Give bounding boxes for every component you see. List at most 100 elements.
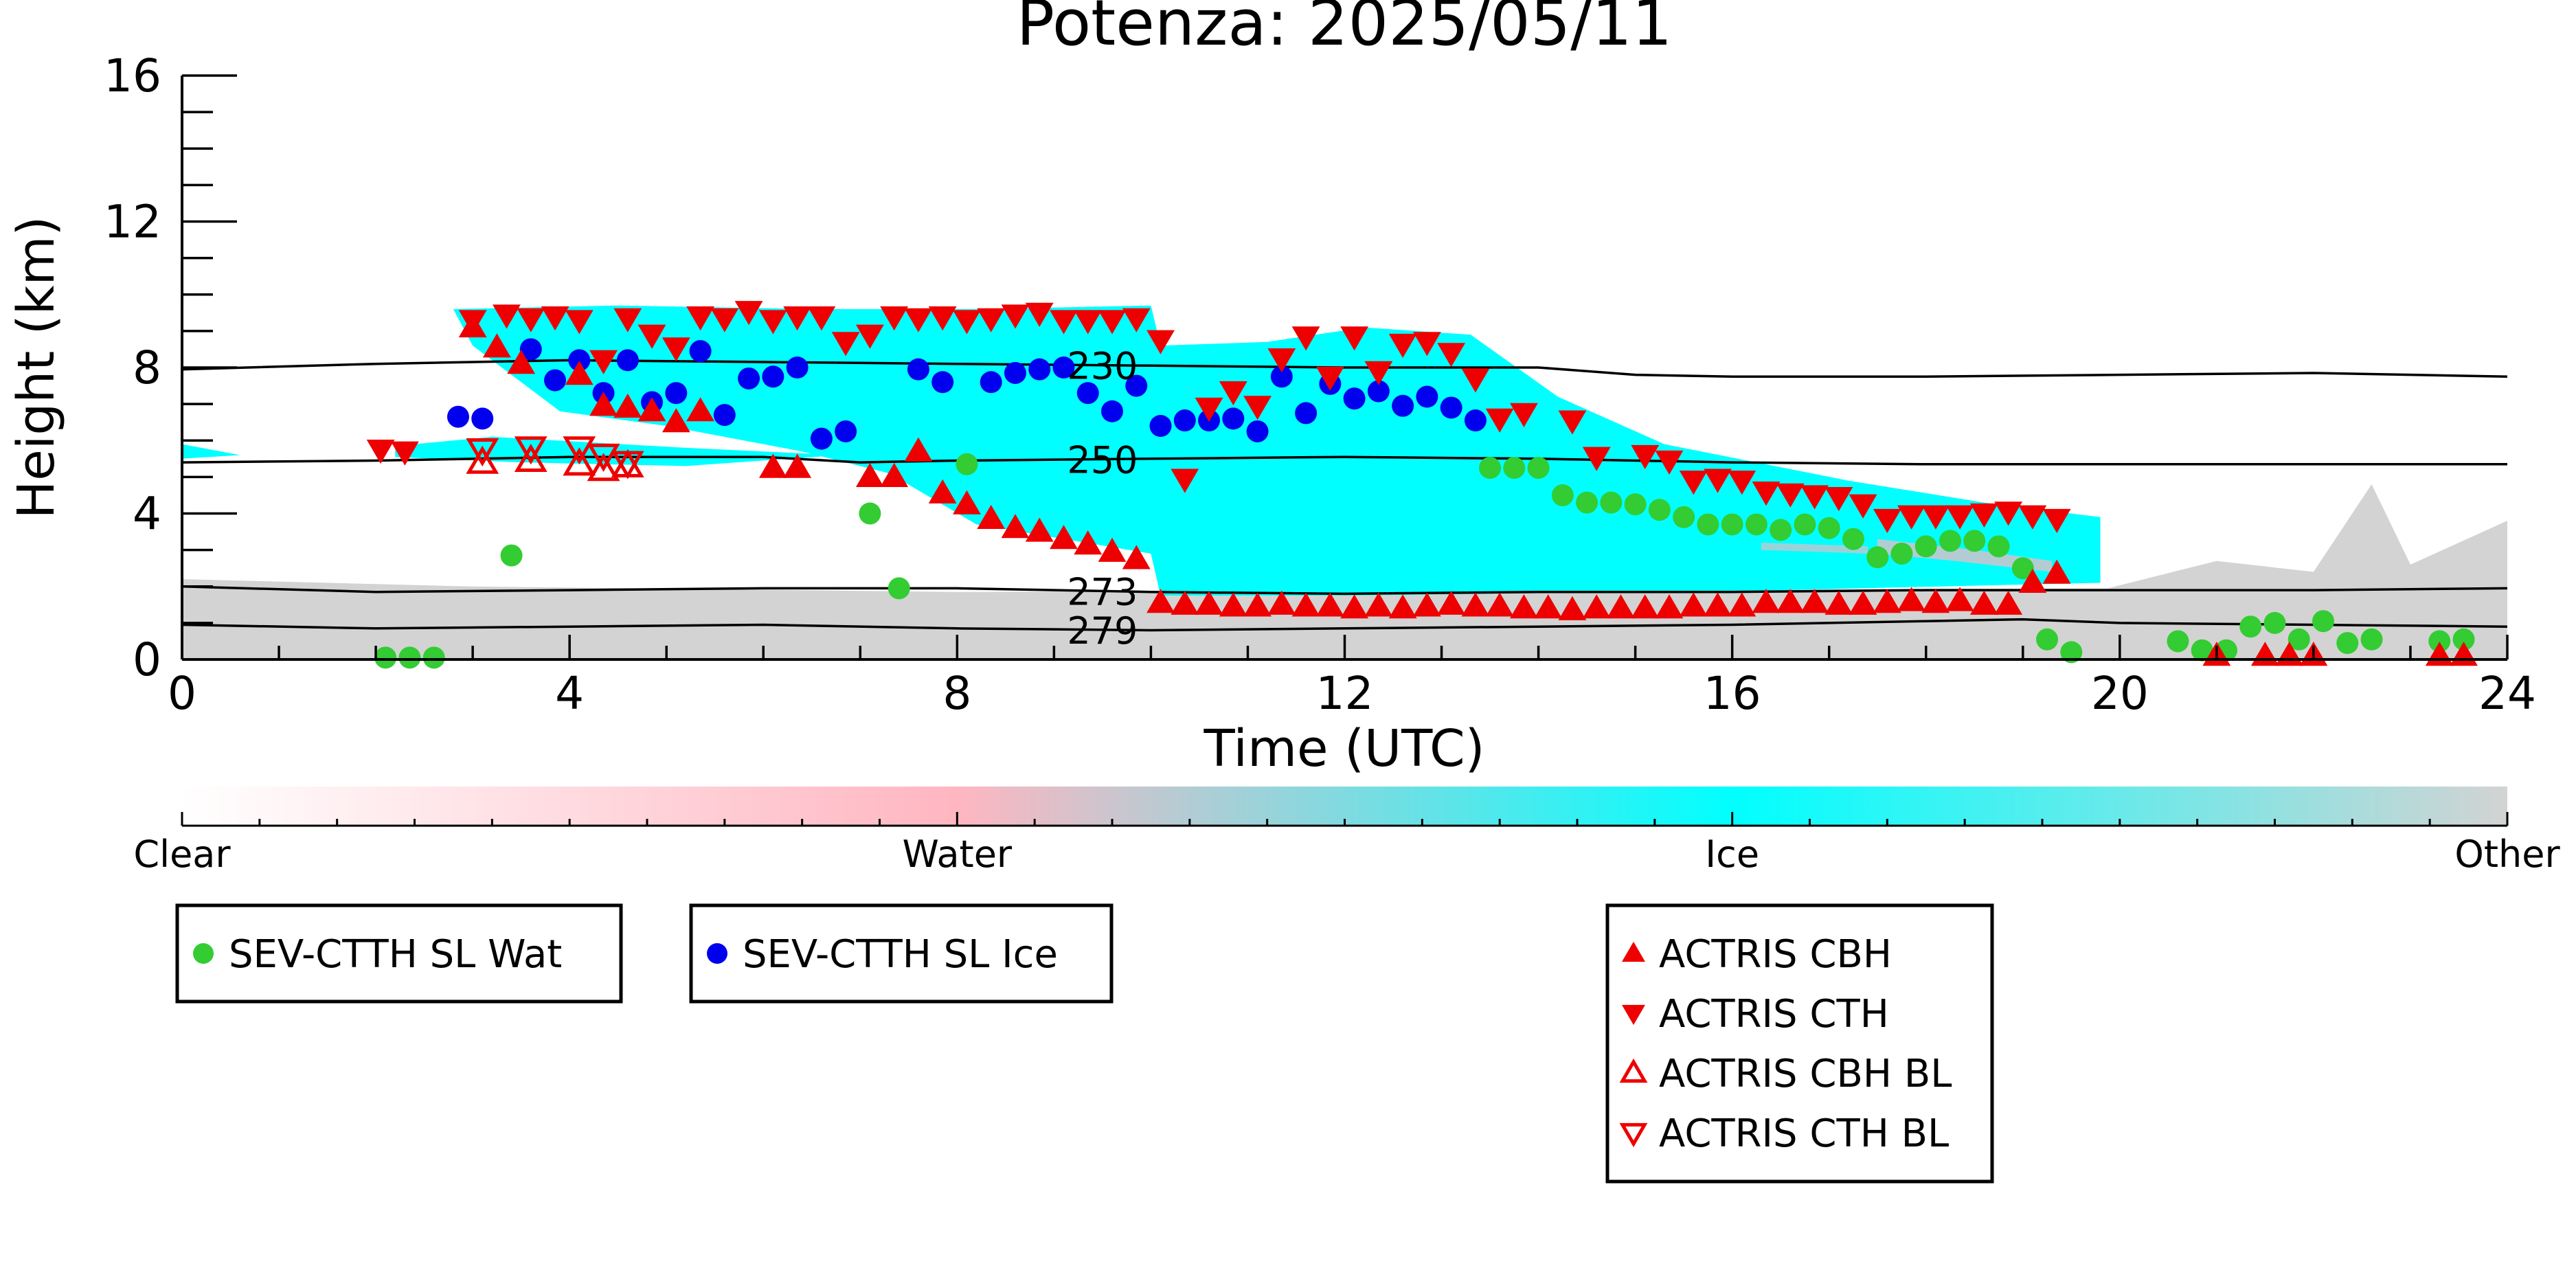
actris-cth-point <box>904 308 933 332</box>
sev-ctth-sl-ice-point <box>1149 415 1172 437</box>
sev-ctth-sl-wat-point <box>2011 557 2034 580</box>
actris-cbh-point <box>1994 590 2023 615</box>
actris-cbh-point <box>1969 590 1998 615</box>
actris-cbh-legend-marker <box>1622 941 1645 962</box>
actris-cth-point <box>1679 471 1708 495</box>
x-tick-label: 8 <box>942 667 971 720</box>
sev-ctth-sl-wat-point <box>1745 513 1767 536</box>
actris-cth-point <box>1776 483 1805 508</box>
actris-cbh-point <box>1388 594 1417 619</box>
sev-ctth-sl-ice-point <box>713 404 736 427</box>
actris-cth-point <box>783 306 812 331</box>
actris-cth-point <box>953 310 981 335</box>
x-tick-label: 16 <box>1704 667 1761 720</box>
sev-ctth-sl-wat-point <box>2428 630 2451 653</box>
sev-ctth-sl-ice-point <box>1052 357 1075 379</box>
actris-cth-point <box>1752 482 1781 506</box>
actris-cbh-point <box>1267 590 1296 615</box>
actris-cbh-bl-point <box>587 453 620 482</box>
sev-ctth-sl-wat-point <box>2287 628 2310 651</box>
actris-cbh-point <box>1582 594 1611 619</box>
actris-cth-point <box>1243 396 1272 420</box>
actris-cth-bl-legend-marker <box>1619 1122 1648 1148</box>
actris-cth-point <box>1388 333 1417 358</box>
colorbar-label: Water <box>903 833 1013 876</box>
sev-ctth-sl-wat-point <box>1673 506 1695 528</box>
actris-cth-bl-point <box>611 451 644 479</box>
sev-ctth-sl-wat-point <box>2336 632 2359 655</box>
sev-ctth-sl-wat-point <box>2452 628 2475 651</box>
sev-ctth-sl-wat-point <box>1987 535 2010 558</box>
actris-cth-point <box>1921 505 1950 530</box>
sev-ctth-sl-ice-point <box>1246 420 1269 442</box>
legend-entry-label: ACTRIS CBH BL <box>1659 1052 1952 1096</box>
actris-cth-point <box>565 310 594 335</box>
actris-cth-point <box>517 308 545 332</box>
actris-cbh-point <box>2018 568 2047 593</box>
actris-cbh-point <box>904 437 933 462</box>
sev-ctth-sl-wat-point <box>2191 639 2213 662</box>
actris-cbh-bl-legend-marker <box>1619 1058 1648 1083</box>
actris-cth-point <box>1631 444 1660 469</box>
actris-cth-point <box>1800 485 1829 510</box>
actris-cbh-point <box>686 397 714 422</box>
contour-label: 279 <box>1067 609 1138 653</box>
actris-cth-point <box>977 308 1006 332</box>
sev-ctth-sl-wat-point <box>1479 457 1502 479</box>
ice-region-edge <box>182 444 240 459</box>
actris-cbh-point <box>855 462 884 487</box>
actris-cbh-point <box>1098 537 1127 562</box>
actris-cth-point <box>1994 501 2023 526</box>
actris-cth-point <box>1340 326 1369 351</box>
actris-cth-point <box>493 304 521 329</box>
colorbar-label: Clear <box>133 833 231 876</box>
actris-cth-point <box>613 308 642 332</box>
actris-cth-point <box>1291 326 1320 351</box>
actris-cth-point <box>734 301 763 326</box>
x-tick-label: 0 <box>168 667 196 720</box>
colorbar-label: Other <box>2454 833 2560 876</box>
sev-ctth-sl-ice-point <box>980 371 1002 394</box>
sev-ctth-sl-wat-point <box>422 646 445 669</box>
sev-ctth-sl-wat-point <box>1794 513 1816 536</box>
sev-ctth-sl-wat-point <box>1551 484 1574 506</box>
actris-cbh-point <box>1437 590 1466 615</box>
actris-cbh-point <box>1315 592 1344 617</box>
sev-ctth-sl-wat-point <box>398 646 421 669</box>
legend-entry-label: ACTRIS CBH <box>1659 932 1892 977</box>
sev-ctth-sl-wat-point <box>1527 457 1550 479</box>
sev-ctth-sl-wat-point <box>1721 513 1743 536</box>
actris-cbh-point <box>1824 590 1853 615</box>
actris-cth-point <box>1171 468 1199 493</box>
actris-cbh-point <box>1146 589 1175 613</box>
actris-cbh-point <box>662 408 690 433</box>
actris-cbh-point <box>953 490 981 515</box>
y-tick-label: 4 <box>133 488 161 541</box>
legend-entry-label: ACTRIS CTH BL <box>1659 1111 1949 1156</box>
sev-ctth-sl-wat-point <box>1770 519 1792 541</box>
sev-ctth-sl-wat-point <box>888 577 910 600</box>
actris-cth-point <box>541 306 569 331</box>
actris-cth-point <box>1461 368 1490 393</box>
axis-ticks: 0 4 8 12 16 20 24 0 4 8 12 16 <box>104 49 2536 720</box>
actris-cbh-point <box>880 462 909 487</box>
x-tick-label: 24 <box>2478 667 2536 720</box>
actris-cbh-point <box>1412 592 1441 617</box>
actris-cbh-point <box>1558 596 1587 620</box>
contour-label: 273 <box>1067 570 1138 613</box>
actris-cth-point <box>2042 508 2071 533</box>
contour-label: 250 <box>1067 438 1138 482</box>
sev-ctth-sl-wat-point <box>1890 542 1913 565</box>
actris-cth-point <box>1873 508 1901 533</box>
actris-cth-point <box>1897 505 1925 530</box>
actris-cth-point <box>1267 348 1296 373</box>
actris-cth-point <box>1558 410 1587 435</box>
sev-ctth-sl-wat-point <box>1576 491 1598 514</box>
actris-cth-point <box>1655 450 1684 475</box>
sev-ctth-sl-ice-point <box>1464 409 1487 432</box>
actris-cbh-point <box>1800 589 1829 613</box>
sev-ctth-sl-ice-point <box>738 367 760 389</box>
x-axis-label: Time (UTC) <box>1203 719 1484 778</box>
legend-entry-label: ACTRIS CTH <box>1659 992 1889 1037</box>
